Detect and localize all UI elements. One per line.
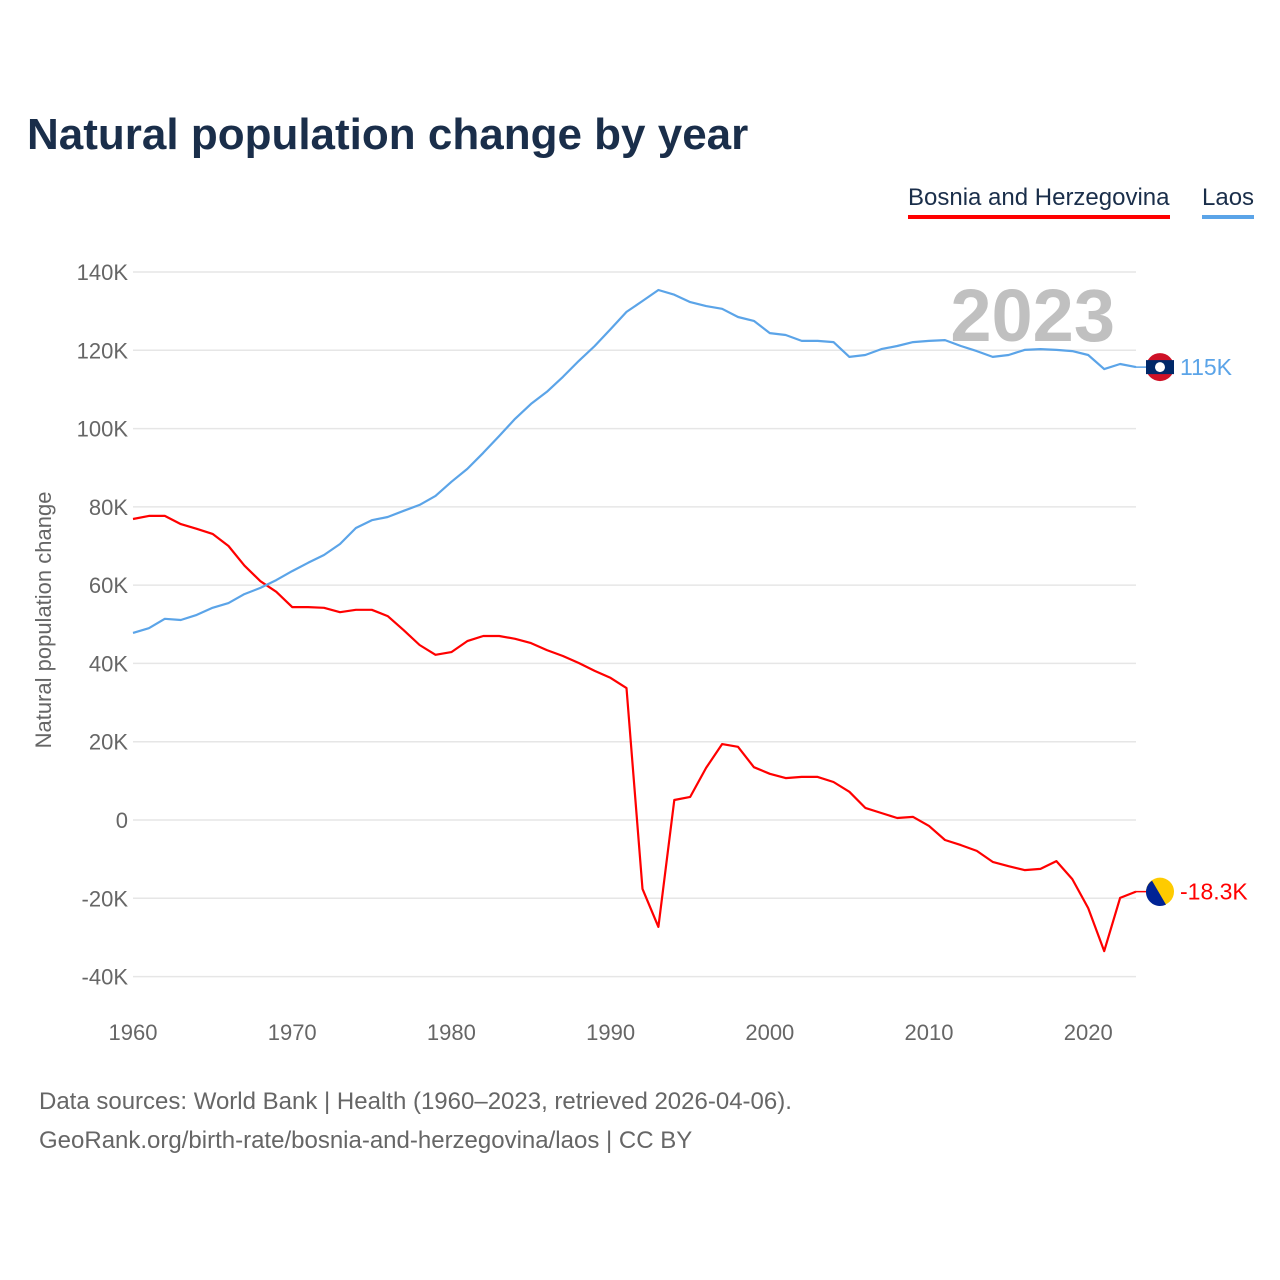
end-value-label: 115K bbox=[1180, 354, 1233, 380]
legend-laos[interactable]: Laos bbox=[1202, 184, 1255, 219]
bosnia-flag-icon bbox=[1145, 877, 1174, 906]
y-tick-label: -40K bbox=[82, 965, 129, 990]
x-tick-label: 1990 bbox=[586, 1020, 635, 1045]
x-tick-label: 2000 bbox=[745, 1020, 794, 1045]
footer-link[interactable]: GeoRank.org/birth-rate/bosnia-and-herzeg… bbox=[39, 1127, 693, 1154]
footer-sources: Data sources: World Bank | Health (1960–… bbox=[39, 1088, 792, 1115]
year-watermark: 2023 bbox=[950, 274, 1115, 357]
y-tick-label: 0 bbox=[116, 808, 128, 833]
chart-title: Natural population change by year bbox=[27, 110, 749, 159]
legend-bosnia-and-herzegovina[interactable]: Bosnia and Herzegovina bbox=[908, 184, 1170, 219]
y-tick-label: 20K bbox=[89, 730, 128, 755]
x-tick-label: 1980 bbox=[427, 1020, 476, 1045]
y-axis-label: Natural population change bbox=[31, 492, 56, 749]
laos-flag-icon bbox=[1146, 353, 1174, 382]
x-tick-label: 1960 bbox=[109, 1020, 158, 1045]
y-tick-label: 60K bbox=[89, 573, 128, 598]
y-tick-label: 40K bbox=[89, 651, 128, 676]
x-tick-label: 2010 bbox=[905, 1020, 954, 1045]
x-tick-label: 2020 bbox=[1064, 1020, 1113, 1045]
end-value-label: -18.3K bbox=[1180, 879, 1248, 905]
x-tick-label: 1970 bbox=[268, 1020, 317, 1045]
y-tick-label: 140K bbox=[77, 260, 129, 285]
y-tick-label: 120K bbox=[77, 338, 129, 363]
y-tick-label: -20K bbox=[82, 886, 129, 911]
y-tick-label: 100K bbox=[77, 417, 129, 442]
series-line-bosnia-and-herzegovina[interactable] bbox=[132, 514, 1137, 953]
series-line-laos[interactable] bbox=[132, 288, 1137, 634]
y-tick-label: 80K bbox=[89, 495, 128, 520]
